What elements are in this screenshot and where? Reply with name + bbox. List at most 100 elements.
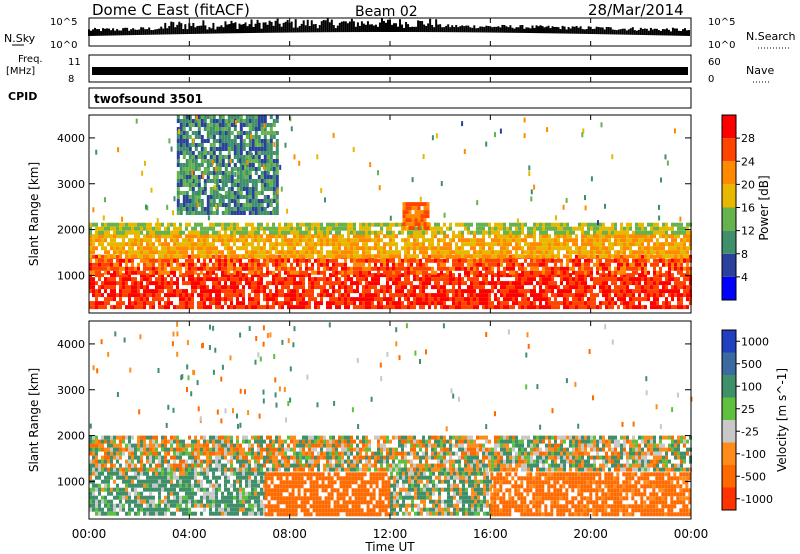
power-cell — [557, 270, 560, 275]
power-cell — [497, 270, 500, 275]
power-cell — [311, 238, 314, 243]
power-cell — [593, 281, 596, 286]
power-cell — [353, 262, 356, 267]
power-cell — [119, 301, 122, 306]
power-cell — [518, 281, 521, 286]
power-cell — [389, 246, 392, 251]
power-cell — [239, 203, 243, 207]
power-cell — [176, 191, 180, 195]
power-cell — [251, 238, 254, 243]
power-cell — [275, 258, 278, 263]
power-cell — [266, 195, 270, 199]
power-cell — [470, 242, 473, 247]
power-cell — [518, 246, 521, 251]
power-cell — [197, 273, 200, 278]
power-cell — [497, 226, 500, 231]
power-cell — [188, 187, 192, 191]
power-cell — [206, 297, 209, 302]
power-cell — [212, 222, 215, 227]
power-cell — [491, 281, 494, 286]
power-cell — [359, 234, 362, 239]
power-cell — [665, 270, 668, 275]
power-cell — [188, 115, 192, 119]
power-cell — [335, 230, 338, 235]
power-cell — [263, 179, 267, 183]
power-cell — [410, 285, 413, 290]
power-cell — [236, 270, 239, 275]
power-cell — [236, 199, 240, 203]
power-cell — [245, 143, 249, 147]
power-cell — [203, 191, 207, 195]
power-cell — [428, 238, 431, 243]
power-cell — [212, 125, 215, 131]
power-cell — [398, 250, 401, 255]
power-cell — [161, 234, 164, 239]
power-cell — [293, 238, 296, 243]
power-cell — [233, 115, 237, 119]
power-cell — [402, 210, 406, 215]
power-cell — [110, 246, 113, 251]
power-cell — [104, 230, 107, 235]
power-cell — [437, 273, 440, 278]
power-cell — [296, 262, 299, 267]
power-cell — [425, 273, 428, 278]
power-cell — [230, 289, 233, 294]
power-cell — [269, 254, 272, 259]
power-cell — [449, 226, 452, 231]
power-cell — [476, 250, 479, 255]
power-cell — [368, 289, 371, 294]
power-cell — [110, 273, 113, 278]
power-cell — [257, 151, 261, 155]
power-cell — [281, 262, 284, 267]
power-cell — [146, 273, 149, 278]
power-cell — [176, 203, 180, 207]
power-cell — [356, 266, 359, 271]
power-cell — [155, 289, 158, 294]
power-cell — [398, 273, 401, 278]
power-cell — [677, 262, 680, 267]
power-cell — [389, 238, 392, 243]
power-cell — [326, 277, 329, 282]
power-cell — [414, 206, 418, 211]
power-cell — [521, 301, 524, 306]
power-cell — [245, 266, 248, 271]
power-cell — [407, 242, 410, 247]
power-cell — [215, 305, 218, 310]
power-cell — [617, 242, 620, 247]
power-cell — [227, 195, 231, 199]
power-cell — [635, 254, 638, 259]
power-cell — [644, 305, 647, 310]
power-cell — [623, 281, 626, 286]
power-cell — [89, 277, 92, 282]
power-cell — [584, 285, 587, 290]
power-cell — [671, 277, 674, 282]
power-cell — [659, 226, 662, 231]
power-cell — [665, 281, 668, 286]
power-cell — [566, 266, 569, 271]
power-cell — [665, 289, 668, 294]
power-cell — [476, 293, 479, 298]
power-cell — [413, 301, 416, 306]
power-cell — [233, 222, 236, 227]
power-cell — [188, 123, 192, 127]
power-cell — [338, 250, 341, 255]
power-cell — [131, 293, 134, 298]
power-cell — [281, 289, 284, 294]
power-cell — [254, 179, 258, 183]
power-cell — [116, 305, 119, 310]
power-cell — [350, 230, 353, 235]
power-cell — [653, 250, 656, 255]
power-cell — [197, 238, 200, 243]
power-cell — [305, 254, 308, 259]
power-cell — [131, 230, 134, 235]
power-cell — [203, 159, 207, 163]
power-cell — [680, 285, 683, 290]
power-cell — [620, 226, 623, 231]
power-cell — [212, 139, 216, 143]
power-cell — [113, 289, 116, 294]
power-cell — [269, 293, 272, 298]
power-cell — [233, 226, 236, 231]
power-cell — [539, 270, 542, 275]
power-cell — [299, 281, 302, 286]
power-cell — [212, 246, 215, 251]
